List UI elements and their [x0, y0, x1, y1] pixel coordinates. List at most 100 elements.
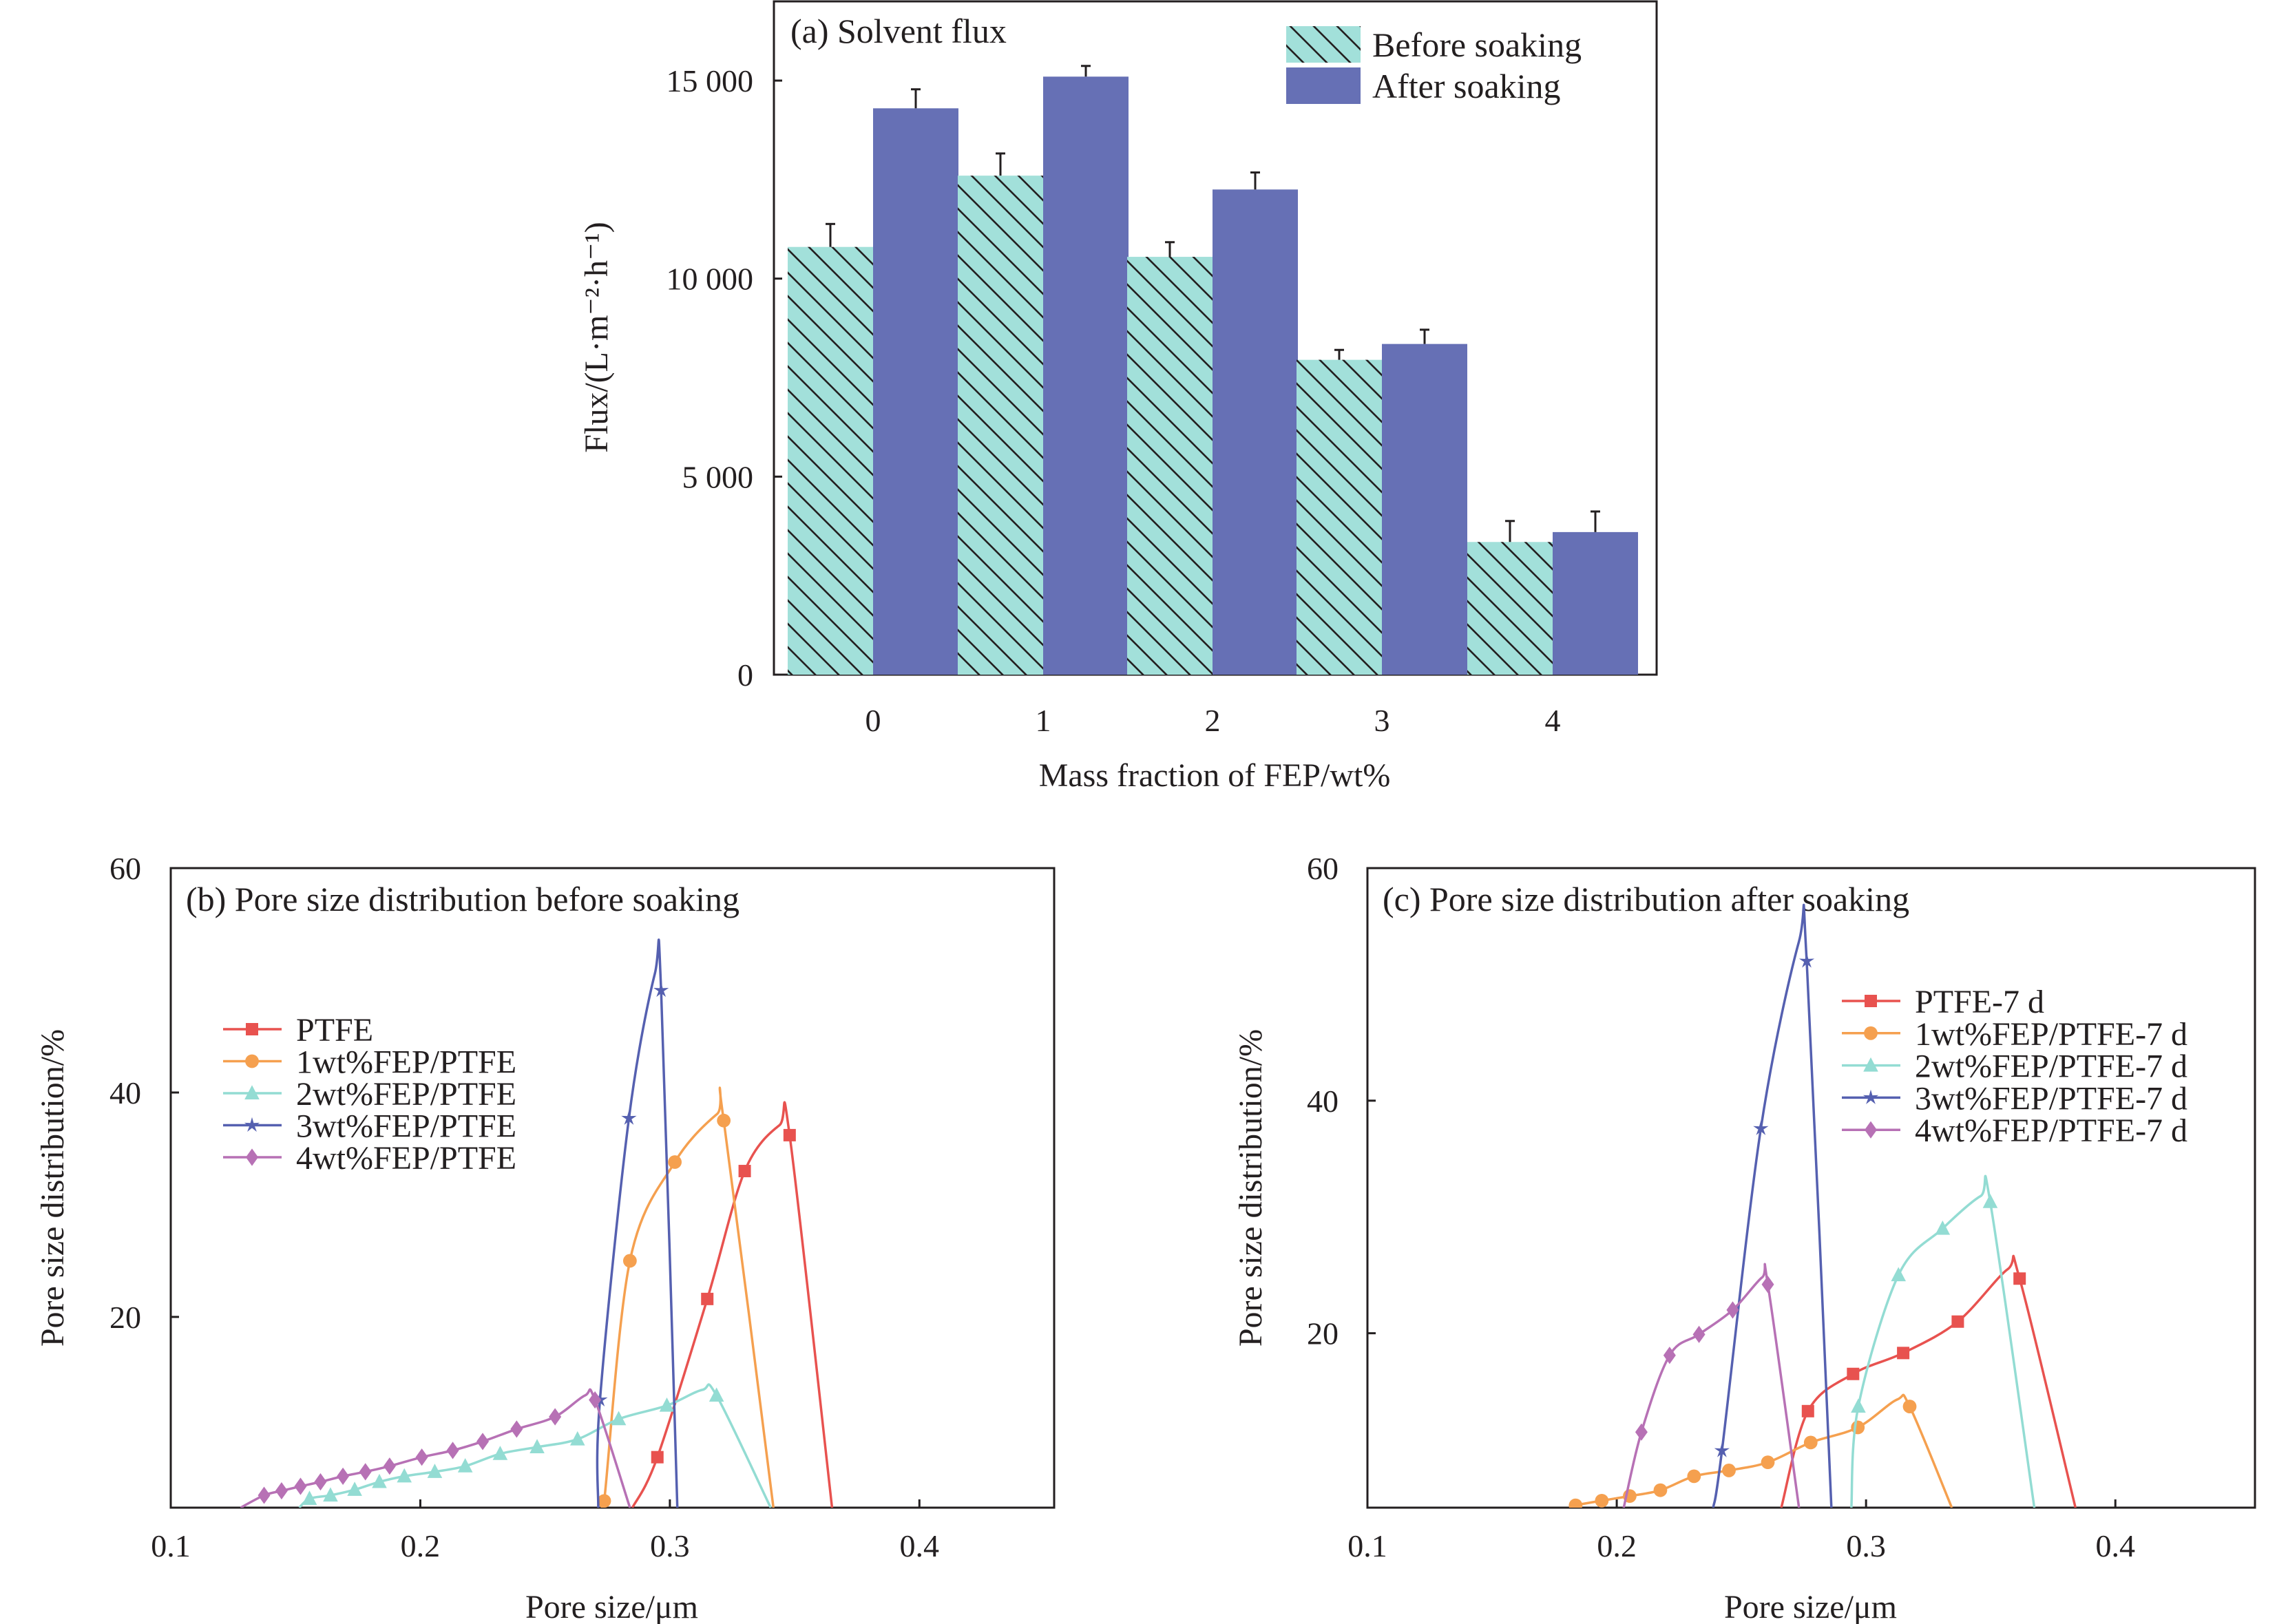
circle-marker [622, 1254, 637, 1268]
diamond-marker [446, 1442, 459, 1459]
circle-marker [1722, 1464, 1736, 1477]
bar-after-soaking [1553, 531, 1638, 675]
diamond-marker [1761, 1276, 1774, 1294]
bar-after-soaking [873, 108, 958, 675]
legend-label: PTFE [296, 1012, 373, 1048]
diamond-marker [275, 1481, 288, 1500]
x-tick-label: 0.3 [1846, 1528, 1886, 1563]
plot-frame [1366, 867, 2256, 1509]
diamond-marker [383, 1457, 396, 1475]
bar-before-soaking [958, 176, 1043, 675]
triangle-marker [569, 1431, 585, 1446]
x-tick-label: 0.4 [900, 1528, 940, 1563]
triangle-marker [397, 1468, 412, 1483]
series-1wt-fep-ptfe [597, 1086, 775, 1508]
diamond-marker [510, 1420, 523, 1438]
triangle-marker [709, 1387, 724, 1402]
series-3wt-fep-ptfe [592, 938, 679, 1508]
y-tick-label: 60 [1307, 851, 1339, 886]
circle-marker [1902, 1400, 1917, 1413]
square-marker [1951, 1315, 1964, 1328]
bar-before-soaking [788, 246, 873, 675]
diamond-marker [1663, 1347, 1676, 1364]
star-marker [653, 982, 669, 998]
x-tick-label: 0.1 [151, 1528, 191, 1563]
solvent-flux-bar-chart: 0 5 000 10 000 15 000 0 1 2 3 4 (a) Solvent flux B… [578, 0, 1658, 794]
x-tick-label: 1 [1036, 703, 1051, 738]
circle-marker [1568, 1498, 1583, 1508]
legend-label: 1wt%FEP/PTFE-7 d [1915, 1016, 2187, 1053]
square-marker [701, 1292, 714, 1305]
y-axis-label: Pore size distribution/% [1232, 1029, 1269, 1347]
bar-after-soaking [1213, 189, 1298, 675]
square-marker [651, 1451, 664, 1464]
y-tick-label: 40 [109, 1075, 141, 1110]
series-line [240, 1388, 631, 1508]
triangle-marker [611, 1411, 627, 1426]
y-axis-label: Flux/(L·m⁻²·h⁻¹) [578, 222, 615, 452]
legend-label: 2wt%FEP/PTFE-7 d [1915, 1048, 2187, 1085]
triangle-marker [1891, 1267, 1907, 1282]
pore-size-before-chart: 20 40 60 0.1 0.2 0.3 0.4 (b) Pore size distribu… [34, 851, 1056, 1624]
legend-label: 4wt%FEP/PTFE [296, 1140, 516, 1177]
y-tick-label: 20 [109, 1300, 141, 1335]
circle-marker [1851, 1420, 1865, 1435]
x-axis-label: Pore size/μm [1724, 1589, 1897, 1624]
pore-size-after-chart: 20 40 60 0.1 0.2 0.3 0.4 (c) Pore size distribu… [1232, 851, 2256, 1624]
diamond-marker [246, 1148, 258, 1166]
legend-label: 3wt%FEP/PTFE-7 d [1915, 1080, 2187, 1117]
legend-label: 1wt%FEP/PTFE [296, 1044, 516, 1081]
triangle-marker [1935, 1220, 1951, 1235]
diamond-marker [314, 1473, 327, 1491]
legend-label: 2wt%FEP/PTFE [296, 1076, 516, 1112]
diamond-marker [258, 1486, 271, 1504]
triangle-marker [529, 1439, 545, 1453]
circle-marker [597, 1494, 611, 1508]
series-ptfe-7-d [1780, 1254, 2077, 1508]
x-axis-label: Pore size/μm [525, 1589, 698, 1624]
square-marker [246, 1023, 258, 1035]
diamond-marker [415, 1448, 428, 1466]
square-marker [2013, 1272, 2026, 1285]
y-tick-label: 15 000 [667, 63, 754, 98]
x-tick-label: 0.3 [650, 1528, 690, 1563]
star-marker [1862, 1089, 1879, 1104]
star-marker [621, 1110, 637, 1125]
triangle-marker [427, 1464, 443, 1478]
triangle-marker [492, 1446, 508, 1460]
x-axis-label: Mass fraction of FEP/wt% [1039, 757, 1391, 794]
diamond-marker [589, 1391, 602, 1409]
legend-label: Before soaking [1372, 25, 1582, 64]
bar-before-soaking [1127, 257, 1213, 675]
diamond-marker [549, 1408, 562, 1426]
series-line [1622, 1263, 1801, 1508]
square-marker [1847, 1367, 1860, 1380]
circle-marker [1653, 1483, 1668, 1497]
diamond-marker [1865, 1121, 1877, 1139]
triangle-marker [1982, 1194, 1998, 1208]
diamond-marker [337, 1467, 350, 1485]
series-2wt-fep-ptfe-7-d [1850, 1174, 2036, 1508]
square-marker [1897, 1347, 1910, 1360]
star-marker [244, 1117, 260, 1132]
chart-title: (c) Pore size distribution after soaking [1383, 880, 1909, 918]
diamond-marker [359, 1463, 372, 1481]
series-line [1712, 903, 1833, 1508]
series-4wt-fep-ptfe [240, 1388, 631, 1508]
y-tick-label: 40 [1307, 1084, 1339, 1119]
square-marker [1865, 995, 1877, 1007]
y-tick-label: 10 000 [667, 262, 754, 297]
diamond-marker [294, 1477, 307, 1495]
square-marker [783, 1128, 796, 1141]
series-line [631, 1101, 834, 1508]
chart-title: (b) Pore size distribution before soakin… [186, 880, 739, 918]
star-marker [1753, 1120, 1769, 1135]
y-tick-label: 60 [109, 851, 141, 886]
triangle-marker [457, 1457, 473, 1473]
series-2wt-fep-ptfe [298, 1383, 772, 1508]
bar-after-soaking [1382, 344, 1467, 675]
triangle-marker [1863, 1057, 1878, 1072]
triangle-marker [1851, 1398, 1866, 1413]
y-tick-label: 20 [1307, 1316, 1339, 1351]
